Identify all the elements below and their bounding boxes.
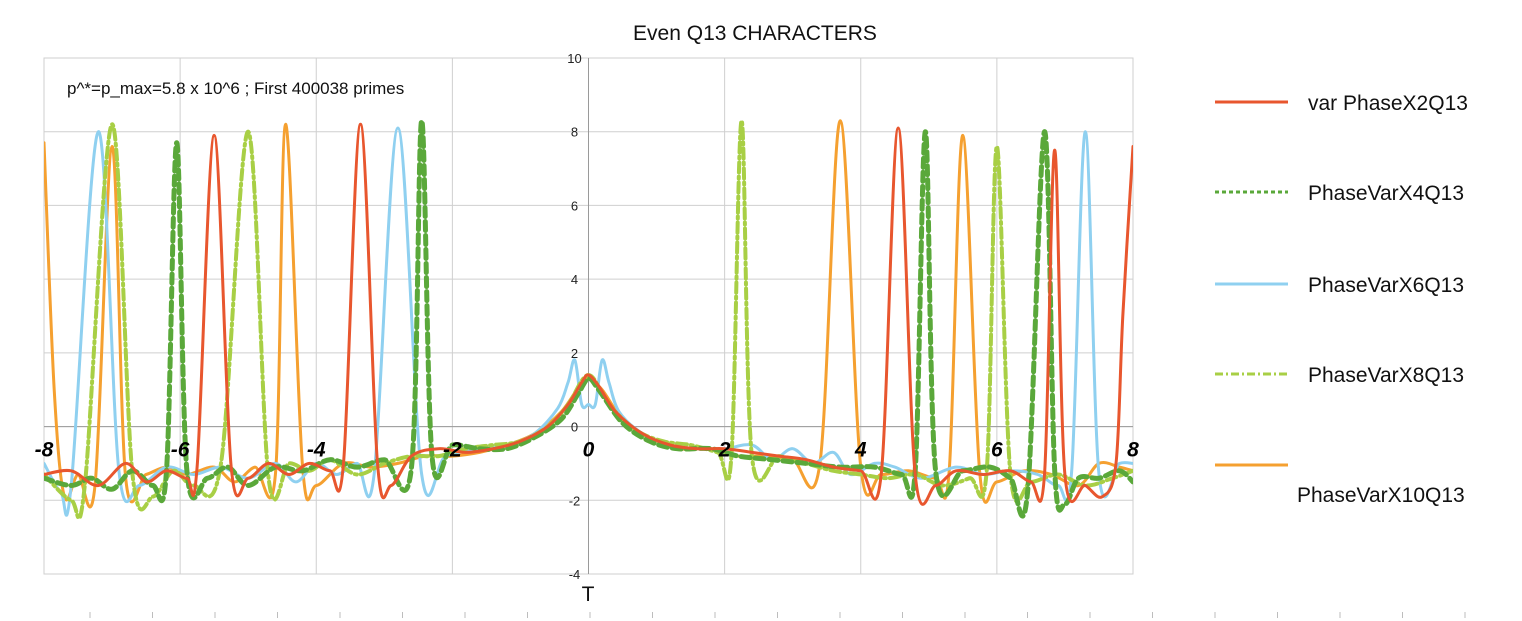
x-tick-label: 0	[583, 439, 595, 462]
x-tick-label: 2	[718, 439, 731, 462]
y-tick-label: -2	[569, 493, 581, 508]
x-axis-label: T	[582, 583, 595, 606]
legend-label: PhaseVarX4Q13	[1308, 182, 1464, 205]
bottom-tick-marks	[89, 612, 1466, 618]
chart-title: Even Q13 CHARACTERS	[633, 22, 877, 45]
x-tick-label: -2	[443, 439, 462, 462]
series-line-1	[44, 118, 1133, 519]
x-tick-label: -6	[171, 439, 190, 462]
x-tick-label: -4	[307, 439, 326, 462]
y-tick-label: 6	[571, 198, 578, 213]
series-layer	[44, 118, 1133, 521]
x-tick-label: -8	[35, 439, 54, 462]
y-tick-label: 2	[571, 346, 578, 361]
y-tick-label: -4	[569, 567, 581, 582]
legend-label: PhaseVarX8Q13	[1308, 364, 1464, 387]
series-line-0	[44, 122, 1133, 506]
legend: var PhaseX2Q13 PhaseVarX4Q13 PhaseVarX6Q13…	[1215, 92, 1468, 507]
y-tick-label: 8	[571, 125, 578, 140]
y-tick-label: 10	[567, 51, 581, 66]
x-tick-label: 8	[1127, 439, 1139, 462]
chart-annotation: p^*=p_max=5.8 x 10^6 ; First 400038 prim…	[67, 79, 404, 98]
legend-label: PhaseVarX10Q13	[1297, 484, 1465, 507]
y-tick-label: 4	[571, 272, 578, 287]
legend-label: var PhaseX2Q13	[1308, 92, 1468, 115]
y-tick-label: 0	[571, 420, 578, 435]
legend-label: PhaseVarX6Q13	[1308, 274, 1464, 297]
x-tick-label: 4	[854, 439, 867, 462]
tick-labels: -4 -2 0 2 4 6 8 10 -8 -6 -4 -2 0 2 4 6 8	[35, 51, 1140, 582]
x-tick-label: 6	[991, 439, 1003, 462]
